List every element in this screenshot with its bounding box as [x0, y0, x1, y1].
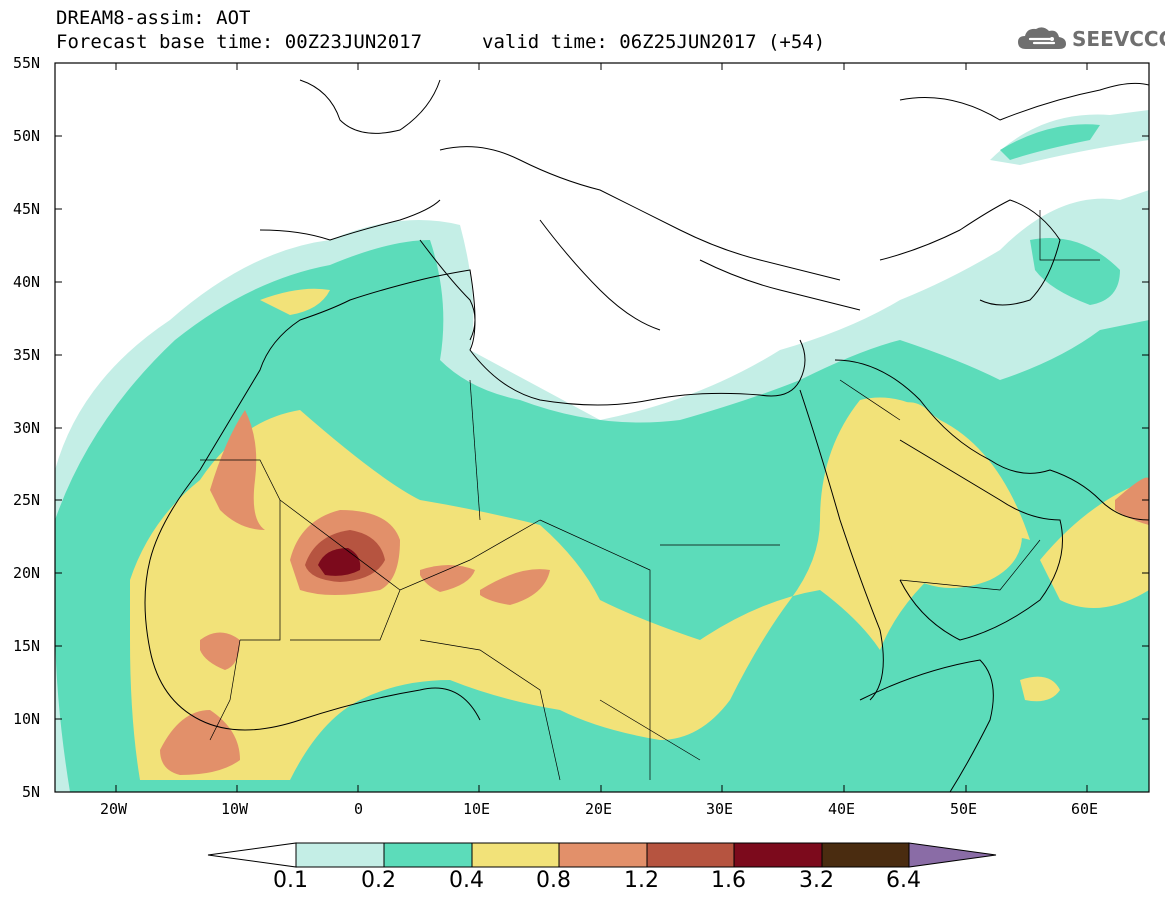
aot-band-0.2-turkmen [1030, 238, 1120, 305]
colorbar-swatch-0.1 [295, 842, 385, 868]
lon-label-20e: 20E [585, 800, 613, 818]
lat-label-40n: 40N [13, 273, 41, 291]
colorbar-swatch-0.2 [383, 842, 473, 868]
map-title: DREAM8-assim: AOT [56, 7, 251, 29]
lon-label-40e: 40E [828, 800, 856, 818]
colorbar-swatch-1.6 [733, 842, 823, 868]
colorbar-label-1.2: 1.2 [624, 868, 659, 893]
colorbar-low-arrow [207, 842, 297, 868]
colorbar-label-6.4: 6.4 [886, 868, 921, 893]
cloud-icon [1018, 27, 1066, 49]
aot-band-0.4 [130, 397, 1030, 780]
colorbar-label-3.2: 3.2 [799, 868, 834, 893]
colorbar-label-0.2: 0.2 [361, 868, 396, 893]
lon-label-20w: 20W [100, 800, 128, 818]
aot-band-0.8-chad [480, 569, 550, 605]
lat-label-15n: 15N [13, 637, 41, 655]
valid-time: valid time: 06Z25JUN2017 (+54) [482, 31, 826, 53]
lat-ticks [55, 62, 1149, 720]
colorbar-label-1.6: 1.6 [711, 868, 746, 893]
logo-text: SEEVCCC [1072, 27, 1165, 51]
lon-label-10e: 10E [463, 800, 491, 818]
coastlines [144, 79, 1149, 792]
lon-label-0: 0 [354, 800, 364, 818]
aot-field [55, 110, 1149, 792]
colorbar-swatch-3.2 [821, 842, 910, 868]
aot-band-0.8-oman [1115, 477, 1149, 525]
lat-label-5n: 5N [22, 783, 41, 801]
borders [200, 210, 1100, 781]
aot-band-0.4-arabia [870, 402, 1022, 588]
colorbar-swatch-0.8 [558, 842, 648, 868]
lat-label-35n: 35N [13, 346, 41, 364]
lon-ticks [115, 63, 1088, 792]
aot-band-0.2-north [1000, 124, 1100, 160]
aot-band-0.4-somalia [1020, 676, 1060, 702]
lat-label-25n: 25N [13, 491, 41, 509]
colorbar-high-arrow [908, 842, 997, 868]
lat-label-50n: 50N [13, 127, 41, 145]
seevccc-logo: SEEVCCC [1016, 24, 1165, 54]
colorbar-label-0.1: 0.1 [273, 868, 308, 893]
lat-label-10n: 10N [13, 710, 41, 728]
forecast-base-time: Forecast base time: 00Z23JUN2017 [56, 31, 423, 53]
aot-band-0.8-guinea [160, 710, 240, 775]
lon-label-50e: 50E [950, 800, 978, 818]
colorbar-swatch-1.2 [646, 842, 735, 868]
colorbar-swatch-0.4 [471, 842, 560, 868]
lat-label-30n: 30N [13, 419, 41, 437]
lon-label-10w: 10W [221, 800, 249, 818]
aot-band-0.8-morocco [210, 410, 265, 530]
aot-band-1.6 [318, 548, 361, 576]
aot-band-0.8-guinea-north [200, 632, 240, 670]
lat-label-20n: 20N [13, 564, 41, 582]
colorbar [207, 842, 997, 868]
lon-label-60e: 60E [1071, 800, 1099, 818]
lon-label-30e: 30E [706, 800, 734, 818]
lat-label-45n: 45N [13, 200, 41, 218]
colorbar-label-0.4: 0.4 [449, 868, 484, 893]
aot-band-0.4-iberia [260, 288, 330, 315]
lat-label-55n: 55N [13, 54, 41, 72]
colorbar-label-0.8: 0.8 [536, 868, 571, 893]
aot-band-0.8-niger [420, 565, 475, 592]
